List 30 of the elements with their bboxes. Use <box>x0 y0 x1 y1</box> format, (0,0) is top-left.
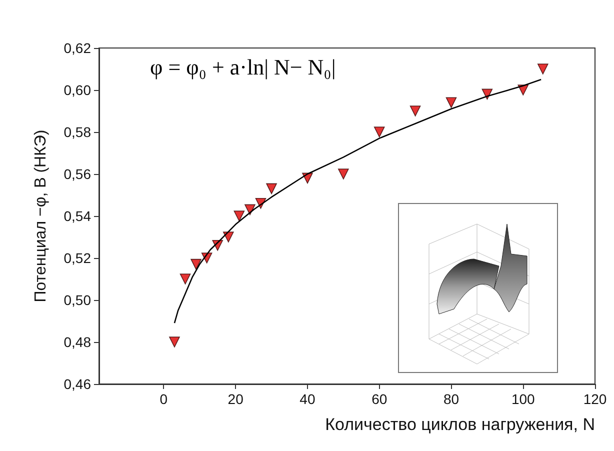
point <box>537 64 548 74</box>
y-tick-label: 0,46 <box>64 376 92 392</box>
x-tick-label: 20 <box>228 391 244 407</box>
point <box>446 97 457 108</box>
x-tick-label: 120 <box>583 391 607 407</box>
point <box>266 183 277 194</box>
y-tick-label: 0,48 <box>64 334 92 350</box>
point <box>180 274 191 284</box>
point <box>234 210 245 222</box>
annotation: φ = φ₀ + a·ln| N− N₀| <box>150 54 336 80</box>
x-tick-label: 60 <box>372 391 388 407</box>
point <box>374 126 385 138</box>
point <box>169 336 180 348</box>
y-tick-label: 0,50 <box>64 292 92 308</box>
y-axis-title: Потенциал −φ, В (НКЭ) <box>32 130 50 302</box>
x-tick-label: 80 <box>443 391 460 407</box>
point <box>338 168 349 180</box>
x-tick-label: 100 <box>511 391 536 407</box>
y-tick-label: 0,60 <box>64 82 92 98</box>
point <box>190 258 202 270</box>
y-tick-label: 0,56 <box>64 166 92 182</box>
line-series <box>174 78 542 324</box>
x-tick-label: 40 <box>300 391 316 407</box>
point <box>410 106 421 116</box>
x-tick-label: 0 <box>160 391 168 407</box>
y-tick-label: 0,52 <box>64 250 92 266</box>
y-tick-label: 0,54 <box>64 208 92 224</box>
x-axis-title: Количество циклов нагружения, N <box>325 415 595 434</box>
y-tick-label: 0,58 <box>64 124 92 140</box>
y-tick-label: 0,62 <box>64 40 92 56</box>
